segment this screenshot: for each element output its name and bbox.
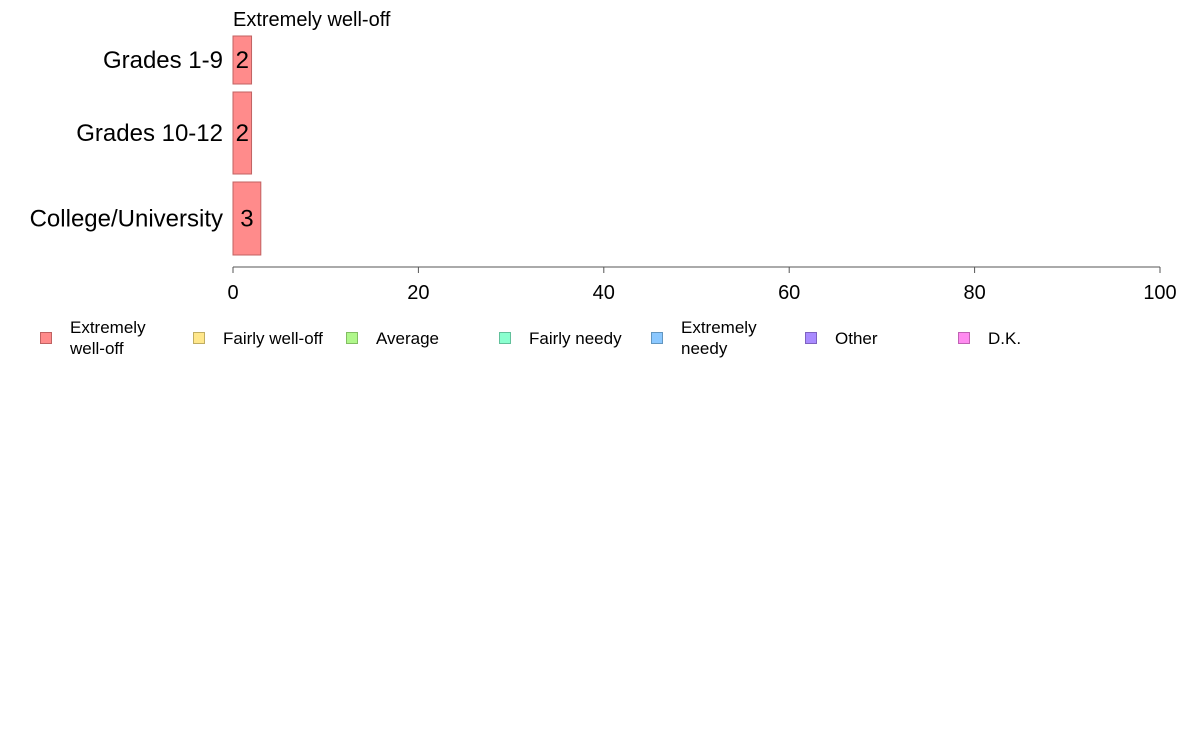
data-label: 2 [236, 47, 249, 74]
x-tick-label: 80 [963, 282, 985, 304]
legend-label: Extremely needy [681, 318, 757, 358]
bar [232, 91, 253, 175]
legend-swatch [193, 332, 205, 344]
legend-item-other: Other [805, 318, 878, 358]
legend-item-fairly-well-off: Fairly well-off [193, 318, 323, 358]
data-label: 2 [236, 120, 249, 147]
legend-label: Fairly needy [529, 328, 622, 348]
data-label: 3 [240, 206, 253, 233]
legend-swatch [499, 332, 511, 344]
legend-swatch [958, 332, 970, 344]
x-tick-label: 60 [778, 282, 800, 304]
bars-layer: Grades 1-9 2 Grades 10-12 2 College/Universi… [30, 35, 262, 256]
bar [232, 181, 262, 256]
legend-label: Fairly well-off [223, 328, 323, 348]
x-tick-label: 0 [227, 282, 238, 304]
category-label: Grades 1-9 [103, 47, 223, 74]
legend-item-extremely-well-off: Extremely well-off [40, 318, 146, 358]
chart-title: Extremely well-off [233, 9, 391, 31]
legend-label: D.K. [988, 328, 1022, 348]
category-label: Grades 10-12 [76, 120, 223, 147]
x-tick-label: 20 [407, 282, 429, 304]
legend-label: Extremely well-off [70, 318, 146, 358]
x-tick-label: 40 [593, 282, 615, 304]
legend-label: Other [835, 328, 878, 348]
legend-item-dk: D.K. [958, 318, 1021, 358]
legend: Extremely well-off Fairly well-off Avera… [0, 318, 1188, 362]
legend-item-fairly-needy: Fairly needy [499, 318, 622, 358]
legend-swatch [651, 332, 663, 344]
x-tick-label: 100 [1143, 282, 1176, 304]
x-axis: 0 20 40 60 80 100 [227, 266, 1177, 304]
legend-label: Average [376, 328, 440, 348]
legend-swatch [805, 332, 817, 344]
bar [232, 35, 253, 85]
legend-item-average: Average [346, 318, 439, 358]
legend-item-extremely-needy: Extremely needy [651, 318, 757, 358]
legend-swatch [346, 332, 358, 344]
legend-swatch [40, 332, 52, 344]
category-label: College/University [30, 206, 223, 233]
